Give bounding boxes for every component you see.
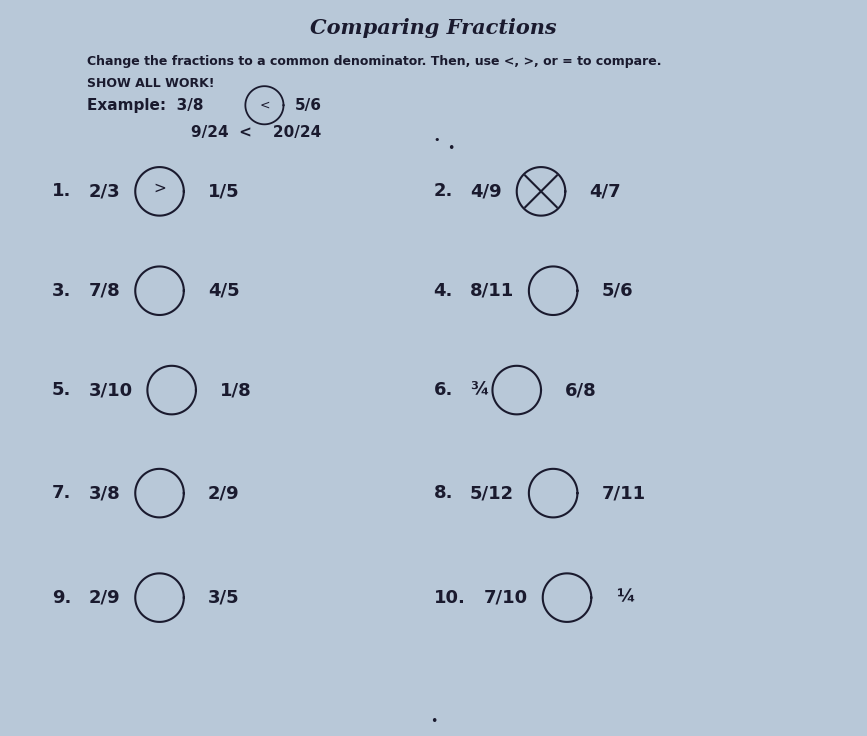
Text: 7/11: 7/11 bbox=[602, 484, 646, 502]
Text: 6.: 6. bbox=[434, 381, 453, 399]
Text: 4.: 4. bbox=[434, 282, 453, 300]
Text: 8.: 8. bbox=[434, 484, 453, 502]
Text: 10.: 10. bbox=[434, 589, 466, 606]
Text: 1.: 1. bbox=[52, 183, 71, 200]
Text: 3/10: 3/10 bbox=[88, 381, 133, 399]
Text: 2/9: 2/9 bbox=[88, 589, 120, 606]
Text: 3.: 3. bbox=[52, 282, 71, 300]
Text: <: < bbox=[259, 99, 270, 112]
Text: Example:  3/8: Example: 3/8 bbox=[87, 98, 203, 113]
Text: 5/12: 5/12 bbox=[470, 484, 514, 502]
Text: 8/11: 8/11 bbox=[470, 282, 514, 300]
Text: 1/8: 1/8 bbox=[220, 381, 252, 399]
Text: 6/8: 6/8 bbox=[565, 381, 597, 399]
Text: ¼: ¼ bbox=[616, 589, 634, 606]
Text: 2/9: 2/9 bbox=[208, 484, 239, 502]
Text: >: > bbox=[153, 181, 166, 196]
Text: 5/6: 5/6 bbox=[602, 282, 633, 300]
Text: 7/10: 7/10 bbox=[484, 589, 528, 606]
Text: ¾: ¾ bbox=[470, 381, 488, 399]
Text: 5/6: 5/6 bbox=[295, 98, 322, 113]
Text: 4/5: 4/5 bbox=[208, 282, 239, 300]
Text: 7.: 7. bbox=[52, 484, 71, 502]
Text: •: • bbox=[430, 715, 437, 728]
Text: Change the fractions to a common denominator. Then, use <, >, or = to compare.: Change the fractions to a common denomin… bbox=[87, 55, 662, 68]
Text: 2.: 2. bbox=[434, 183, 453, 200]
Text: 4/7: 4/7 bbox=[590, 183, 621, 200]
Text: •: • bbox=[434, 135, 440, 145]
Text: 7/8: 7/8 bbox=[88, 282, 121, 300]
Text: 4/9: 4/9 bbox=[470, 183, 501, 200]
Text: 9.: 9. bbox=[52, 589, 71, 606]
Text: •: • bbox=[447, 142, 454, 155]
Text: 5.: 5. bbox=[52, 381, 71, 399]
Text: Comparing Fractions: Comparing Fractions bbox=[310, 18, 557, 38]
Text: 3/5: 3/5 bbox=[208, 589, 239, 606]
Text: 1/5: 1/5 bbox=[208, 183, 239, 200]
Text: 3/8: 3/8 bbox=[88, 484, 121, 502]
Text: 9/24  <    20/24: 9/24 < 20/24 bbox=[191, 125, 321, 140]
Text: 2/3: 2/3 bbox=[88, 183, 120, 200]
Text: SHOW ALL WORK!: SHOW ALL WORK! bbox=[87, 77, 214, 91]
